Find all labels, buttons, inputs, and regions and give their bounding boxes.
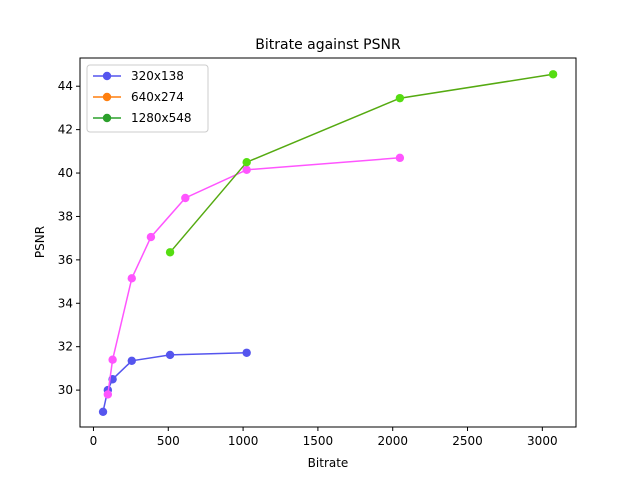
- legend-label: 640x274: [131, 90, 184, 104]
- data-point-640x274: [395, 153, 405, 163]
- data-point-1280x548: [242, 157, 251, 167]
- series-line-640x274: [107, 157, 400, 395]
- data-point-320x138: [98, 407, 108, 417]
- x-tick-label: 3000: [527, 434, 558, 448]
- data-point-640x274: [181, 193, 190, 203]
- y-tick-label: 34: [58, 296, 73, 310]
- x-axis-label: Bitrate: [308, 456, 349, 470]
- x-tick-label: 500: [157, 434, 180, 448]
- y-tick-label: 30: [58, 383, 73, 397]
- data-point-320x138: [165, 350, 175, 360]
- x-tick-label: 2000: [377, 434, 408, 448]
- legend-label: 320x138: [131, 69, 184, 83]
- y-tick-label: 44: [58, 79, 73, 93]
- data-point-640x274: [108, 355, 117, 364]
- legend: 320x138 640x274 1280x548: [86, 64, 209, 133]
- y-tick-label: 36: [58, 253, 73, 267]
- data-point-640x274: [103, 390, 113, 399]
- y-tick-label: 38: [58, 209, 73, 223]
- data-point-1280x548: [165, 248, 175, 257]
- x-tick-label: 1000: [228, 434, 259, 448]
- x-axis: 0 500 1000 1500 2000 2500 3000: [90, 427, 558, 448]
- legend-box: [86, 64, 209, 133]
- x-tick-label: 2500: [452, 434, 483, 448]
- legend-label: 1280x548: [131, 111, 192, 125]
- chart-title: Bitrate against PSNR: [255, 37, 401, 53]
- legend-marker: [102, 71, 112, 81]
- data-point-1280x548: [395, 93, 405, 103]
- data-point-1280x548: [548, 70, 558, 79]
- series-line-320x138: [102, 352, 247, 412]
- y-tick-label: 32: [58, 340, 73, 354]
- x-tick-label: 0: [90, 434, 98, 448]
- data-point-320x138: [242, 348, 251, 357]
- legend-marker: [102, 113, 112, 123]
- y-tick-label: 42: [58, 123, 73, 137]
- legend-marker: [102, 92, 112, 102]
- data-point-320x138: [127, 356, 136, 365]
- data-point-640x274: [127, 274, 136, 283]
- plot-frame: [79, 57, 577, 428]
- y-tick-label: 40: [58, 166, 73, 180]
- data-point-640x274: [242, 165, 251, 174]
- x-tick-label: 1500: [303, 434, 334, 448]
- data-point-640x274: [146, 232, 156, 242]
- y-axis: 30 32 34 36 38 40 42 44: [58, 79, 80, 397]
- series-line-1280x548: [169, 73, 554, 253]
- y-axis-label: PSNR: [33, 226, 47, 258]
- plot-area: [98, 70, 558, 417]
